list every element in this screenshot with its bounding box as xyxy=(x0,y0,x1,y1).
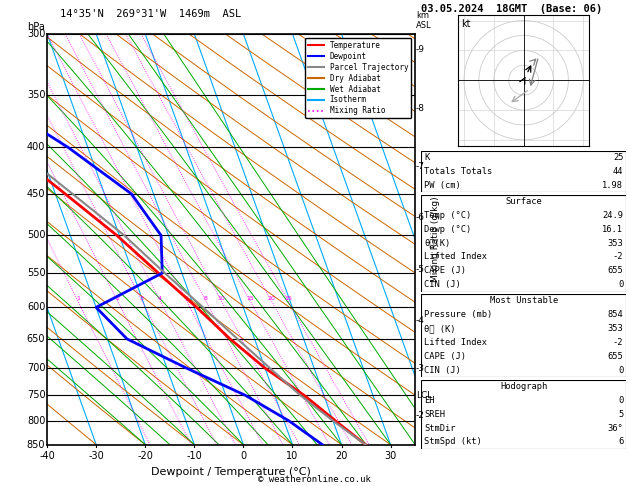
Text: km
ASL: km ASL xyxy=(416,11,431,30)
Text: 353: 353 xyxy=(608,324,623,333)
Text: Dewpoint / Temperature (°C): Dewpoint / Temperature (°C) xyxy=(151,467,311,477)
Text: 655: 655 xyxy=(608,266,623,276)
Text: CIN (J): CIN (J) xyxy=(424,365,460,375)
Legend: Temperature, Dewpoint, Parcel Trajectory, Dry Adiabat, Wet Adiabat, Isotherm, Mi: Temperature, Dewpoint, Parcel Trajectory… xyxy=(305,38,411,119)
Text: © weatheronline.co.uk: © weatheronline.co.uk xyxy=(258,474,371,484)
Text: 10: 10 xyxy=(217,295,225,301)
Text: CAPE (J): CAPE (J) xyxy=(424,352,466,361)
Text: 20: 20 xyxy=(267,295,275,301)
Text: -8: -8 xyxy=(416,104,425,113)
Text: 16.1: 16.1 xyxy=(603,225,623,234)
Text: 400: 400 xyxy=(27,142,45,153)
Text: 36°: 36° xyxy=(608,423,623,433)
Text: -30: -30 xyxy=(88,451,104,461)
Text: 25: 25 xyxy=(613,153,623,162)
Text: -6: -6 xyxy=(416,213,425,222)
Text: 600: 600 xyxy=(27,302,45,312)
Text: StmDir: StmDir xyxy=(424,423,455,433)
Text: Lifted Index: Lifted Index xyxy=(424,338,487,347)
Text: 25: 25 xyxy=(284,295,292,301)
Text: -7: -7 xyxy=(416,162,425,171)
Text: 14°35'N  269°31'W  1469m  ASL: 14°35'N 269°31'W 1469m ASL xyxy=(60,9,241,19)
Text: 353: 353 xyxy=(608,239,623,248)
Text: 350: 350 xyxy=(27,90,45,100)
Text: -2: -2 xyxy=(613,338,623,347)
Text: Mixing Ratio (g/kg): Mixing Ratio (g/kg) xyxy=(431,196,440,282)
Text: 5: 5 xyxy=(618,410,623,419)
Text: 24.9: 24.9 xyxy=(603,211,623,220)
Text: 30: 30 xyxy=(384,451,397,461)
Text: CIN (J): CIN (J) xyxy=(424,280,460,289)
Text: K: K xyxy=(424,153,429,162)
Text: 20: 20 xyxy=(335,451,348,461)
Text: 800: 800 xyxy=(27,416,45,426)
Text: Temp (°C): Temp (°C) xyxy=(424,211,471,220)
Text: 10: 10 xyxy=(286,451,299,461)
Text: Dewp (°C): Dewp (°C) xyxy=(424,225,471,234)
Text: 1: 1 xyxy=(76,295,80,301)
Text: CAPE (J): CAPE (J) xyxy=(424,266,466,276)
Text: -3: -3 xyxy=(416,364,425,373)
Text: 850: 850 xyxy=(27,440,45,450)
Text: 0: 0 xyxy=(618,396,623,405)
Text: 300: 300 xyxy=(27,29,45,39)
Text: StmSpd (kt): StmSpd (kt) xyxy=(424,437,482,447)
Text: 450: 450 xyxy=(27,189,45,199)
Text: 03.05.2024  18GMT  (Base: 06): 03.05.2024 18GMT (Base: 06) xyxy=(421,3,603,14)
Text: PW (cm): PW (cm) xyxy=(424,181,460,190)
Text: 0: 0 xyxy=(618,280,623,289)
Text: 15: 15 xyxy=(246,295,254,301)
Text: 4: 4 xyxy=(158,295,162,301)
Text: 550: 550 xyxy=(26,268,45,278)
Text: 650: 650 xyxy=(27,334,45,344)
Text: 0: 0 xyxy=(618,365,623,375)
Text: Pressure (mb): Pressure (mb) xyxy=(424,310,493,319)
Text: -40: -40 xyxy=(39,451,55,461)
Text: -2: -2 xyxy=(613,252,623,261)
Text: Totals Totals: Totals Totals xyxy=(424,167,493,176)
Text: EH: EH xyxy=(424,396,435,405)
Text: θᴇ (K): θᴇ (K) xyxy=(424,324,455,333)
Text: -10: -10 xyxy=(186,451,203,461)
Text: 6: 6 xyxy=(618,437,623,447)
Text: 700: 700 xyxy=(27,363,45,373)
Text: LCL: LCL xyxy=(416,391,432,400)
Text: θᴇ(K): θᴇ(K) xyxy=(424,239,450,248)
Text: Surface: Surface xyxy=(505,197,542,206)
Text: 0: 0 xyxy=(240,451,247,461)
Text: -2: -2 xyxy=(416,411,425,420)
Text: -20: -20 xyxy=(137,451,153,461)
Text: 44: 44 xyxy=(613,167,623,176)
Text: -4: -4 xyxy=(416,316,425,325)
Text: 3: 3 xyxy=(140,295,144,301)
Text: 854: 854 xyxy=(608,310,623,319)
Text: SREH: SREH xyxy=(424,410,445,419)
Text: -5: -5 xyxy=(416,265,425,274)
Text: 500: 500 xyxy=(27,230,45,241)
Text: Hodograph: Hodograph xyxy=(500,382,547,391)
Text: -9: -9 xyxy=(416,45,425,54)
Text: 8: 8 xyxy=(204,295,208,301)
Text: 2: 2 xyxy=(116,295,120,301)
Text: kt: kt xyxy=(460,18,470,29)
Text: Most Unstable: Most Unstable xyxy=(489,296,558,306)
Text: Lifted Index: Lifted Index xyxy=(424,252,487,261)
Text: 655: 655 xyxy=(608,352,623,361)
Text: 750: 750 xyxy=(26,390,45,400)
Text: hPa: hPa xyxy=(28,22,45,32)
Text: 6: 6 xyxy=(184,295,188,301)
Text: 1.98: 1.98 xyxy=(603,181,623,190)
